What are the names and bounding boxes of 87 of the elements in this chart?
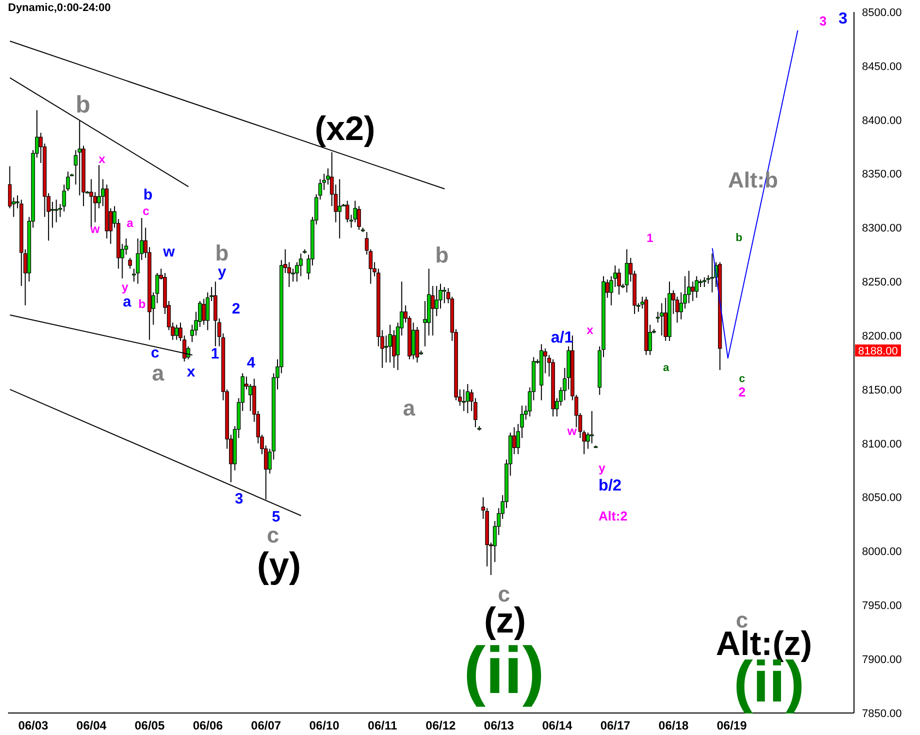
annotation: x: [586, 323, 594, 337]
x-tick-label: 06/13: [484, 718, 514, 733]
annotation: w: [162, 244, 176, 260]
annotation: 2: [738, 384, 746, 400]
candlestick: [54, 199, 58, 223]
annotation: a: [152, 360, 165, 386]
y-tick-label: 7850.00: [862, 708, 902, 720]
annotation: a: [122, 294, 132, 310]
annotation: (x2): [314, 110, 376, 148]
y-tick-label: 8200.00: [862, 330, 902, 342]
candlestick: [338, 178, 342, 239]
annotation: b: [138, 297, 146, 311]
x-tick-label: 06/18: [658, 718, 689, 733]
x-tick-label: 06/06: [192, 718, 224, 733]
candlestick: [97, 164, 101, 209]
annotation: 5: [272, 508, 280, 526]
annotation: 4: [246, 354, 256, 372]
candlestick: [702, 276, 706, 288]
annotation: 3: [234, 490, 244, 508]
annotation: x: [98, 152, 106, 166]
annotation: 1: [646, 231, 654, 245]
x-tick-label: 06/19: [716, 718, 748, 733]
candlestick: [174, 324, 179, 340]
annotation: y: [218, 264, 227, 280]
y-tick-label: 8150.00: [862, 384, 902, 396]
annotation: 1: [210, 346, 220, 362]
y-tick-label: 8350.00: [862, 168, 902, 181]
candlestick: [617, 268, 621, 296]
y-tick-label: 7900.00: [862, 654, 902, 666]
candlestick: [624, 248, 629, 293]
annotation: w: [89, 222, 100, 236]
annotation: x: [186, 364, 196, 380]
x-tick-label: 06/03: [18, 718, 49, 733]
candlestick: [466, 384, 470, 414]
annotation: Alt:2: [598, 508, 628, 524]
y-tick-label: 8100.00: [862, 438, 902, 450]
candlestick: [710, 253, 714, 293]
candlestick: [430, 285, 435, 336]
candlestick: [202, 298, 206, 326]
annotation: b/2: [598, 478, 622, 494]
candlestick: [442, 286, 446, 304]
annotation: a: [126, 216, 134, 230]
y-tick-label: 8000.00: [862, 546, 902, 558]
annotation: 3: [819, 14, 827, 28]
annotation: c: [738, 373, 746, 385]
x-tick-label: 06/07: [251, 718, 282, 733]
annotation: b: [736, 232, 743, 244]
candlestick: [434, 285, 439, 317]
candlestick: [128, 257, 132, 270]
y-tick-label: 8300.00: [862, 222, 902, 235]
annotation: 3: [838, 10, 848, 28]
annotation: c: [150, 344, 160, 362]
x-tick-label: 06/11: [368, 718, 398, 733]
text: 8188.00: [858, 345, 898, 358]
y-tick-label: 8250.00: [862, 276, 902, 289]
candlestick: [694, 276, 699, 298]
y-tick-label: 8050.00: [862, 492, 902, 504]
y-tick-label: 8450.00: [862, 60, 902, 73]
candlestick: [690, 281, 695, 302]
x-tick-label: 06/10: [309, 718, 340, 733]
annotation: b: [435, 242, 449, 268]
annotation: a: [662, 362, 670, 374]
x-tick-label: 06/12: [426, 718, 456, 733]
annotation: y: [598, 461, 606, 475]
annotation: a: [402, 396, 416, 420]
annotation: b: [143, 186, 153, 204]
annotation: b: [76, 92, 90, 118]
y-tick-label: 8400.00: [862, 114, 902, 127]
annotation: 2: [232, 300, 240, 318]
x-tick-label: 06/05: [134, 718, 165, 733]
y-tick-label: 8500.00: [862, 6, 902, 19]
annotation: b: [215, 240, 229, 266]
candlestick: [660, 302, 664, 336]
annotation: y: [122, 280, 129, 294]
annotation: c: [266, 522, 280, 548]
annotation: c: [142, 204, 150, 218]
annotation: w: [566, 424, 578, 438]
x-tick-label: 06/14: [542, 718, 572, 733]
annotation: c: [498, 582, 510, 606]
annotation: (y): [257, 544, 301, 586]
chart-title: Dynamic,0:00-24:00: [8, 2, 111, 14]
x-tick-label: 06/17: [600, 718, 631, 733]
candlestick: [590, 410, 594, 444]
y-tick-label: 7950.00: [862, 600, 902, 612]
x-tick-label: 06/04: [76, 718, 107, 733]
annotation: a/1: [550, 330, 574, 346]
candlestick: [664, 297, 668, 342]
